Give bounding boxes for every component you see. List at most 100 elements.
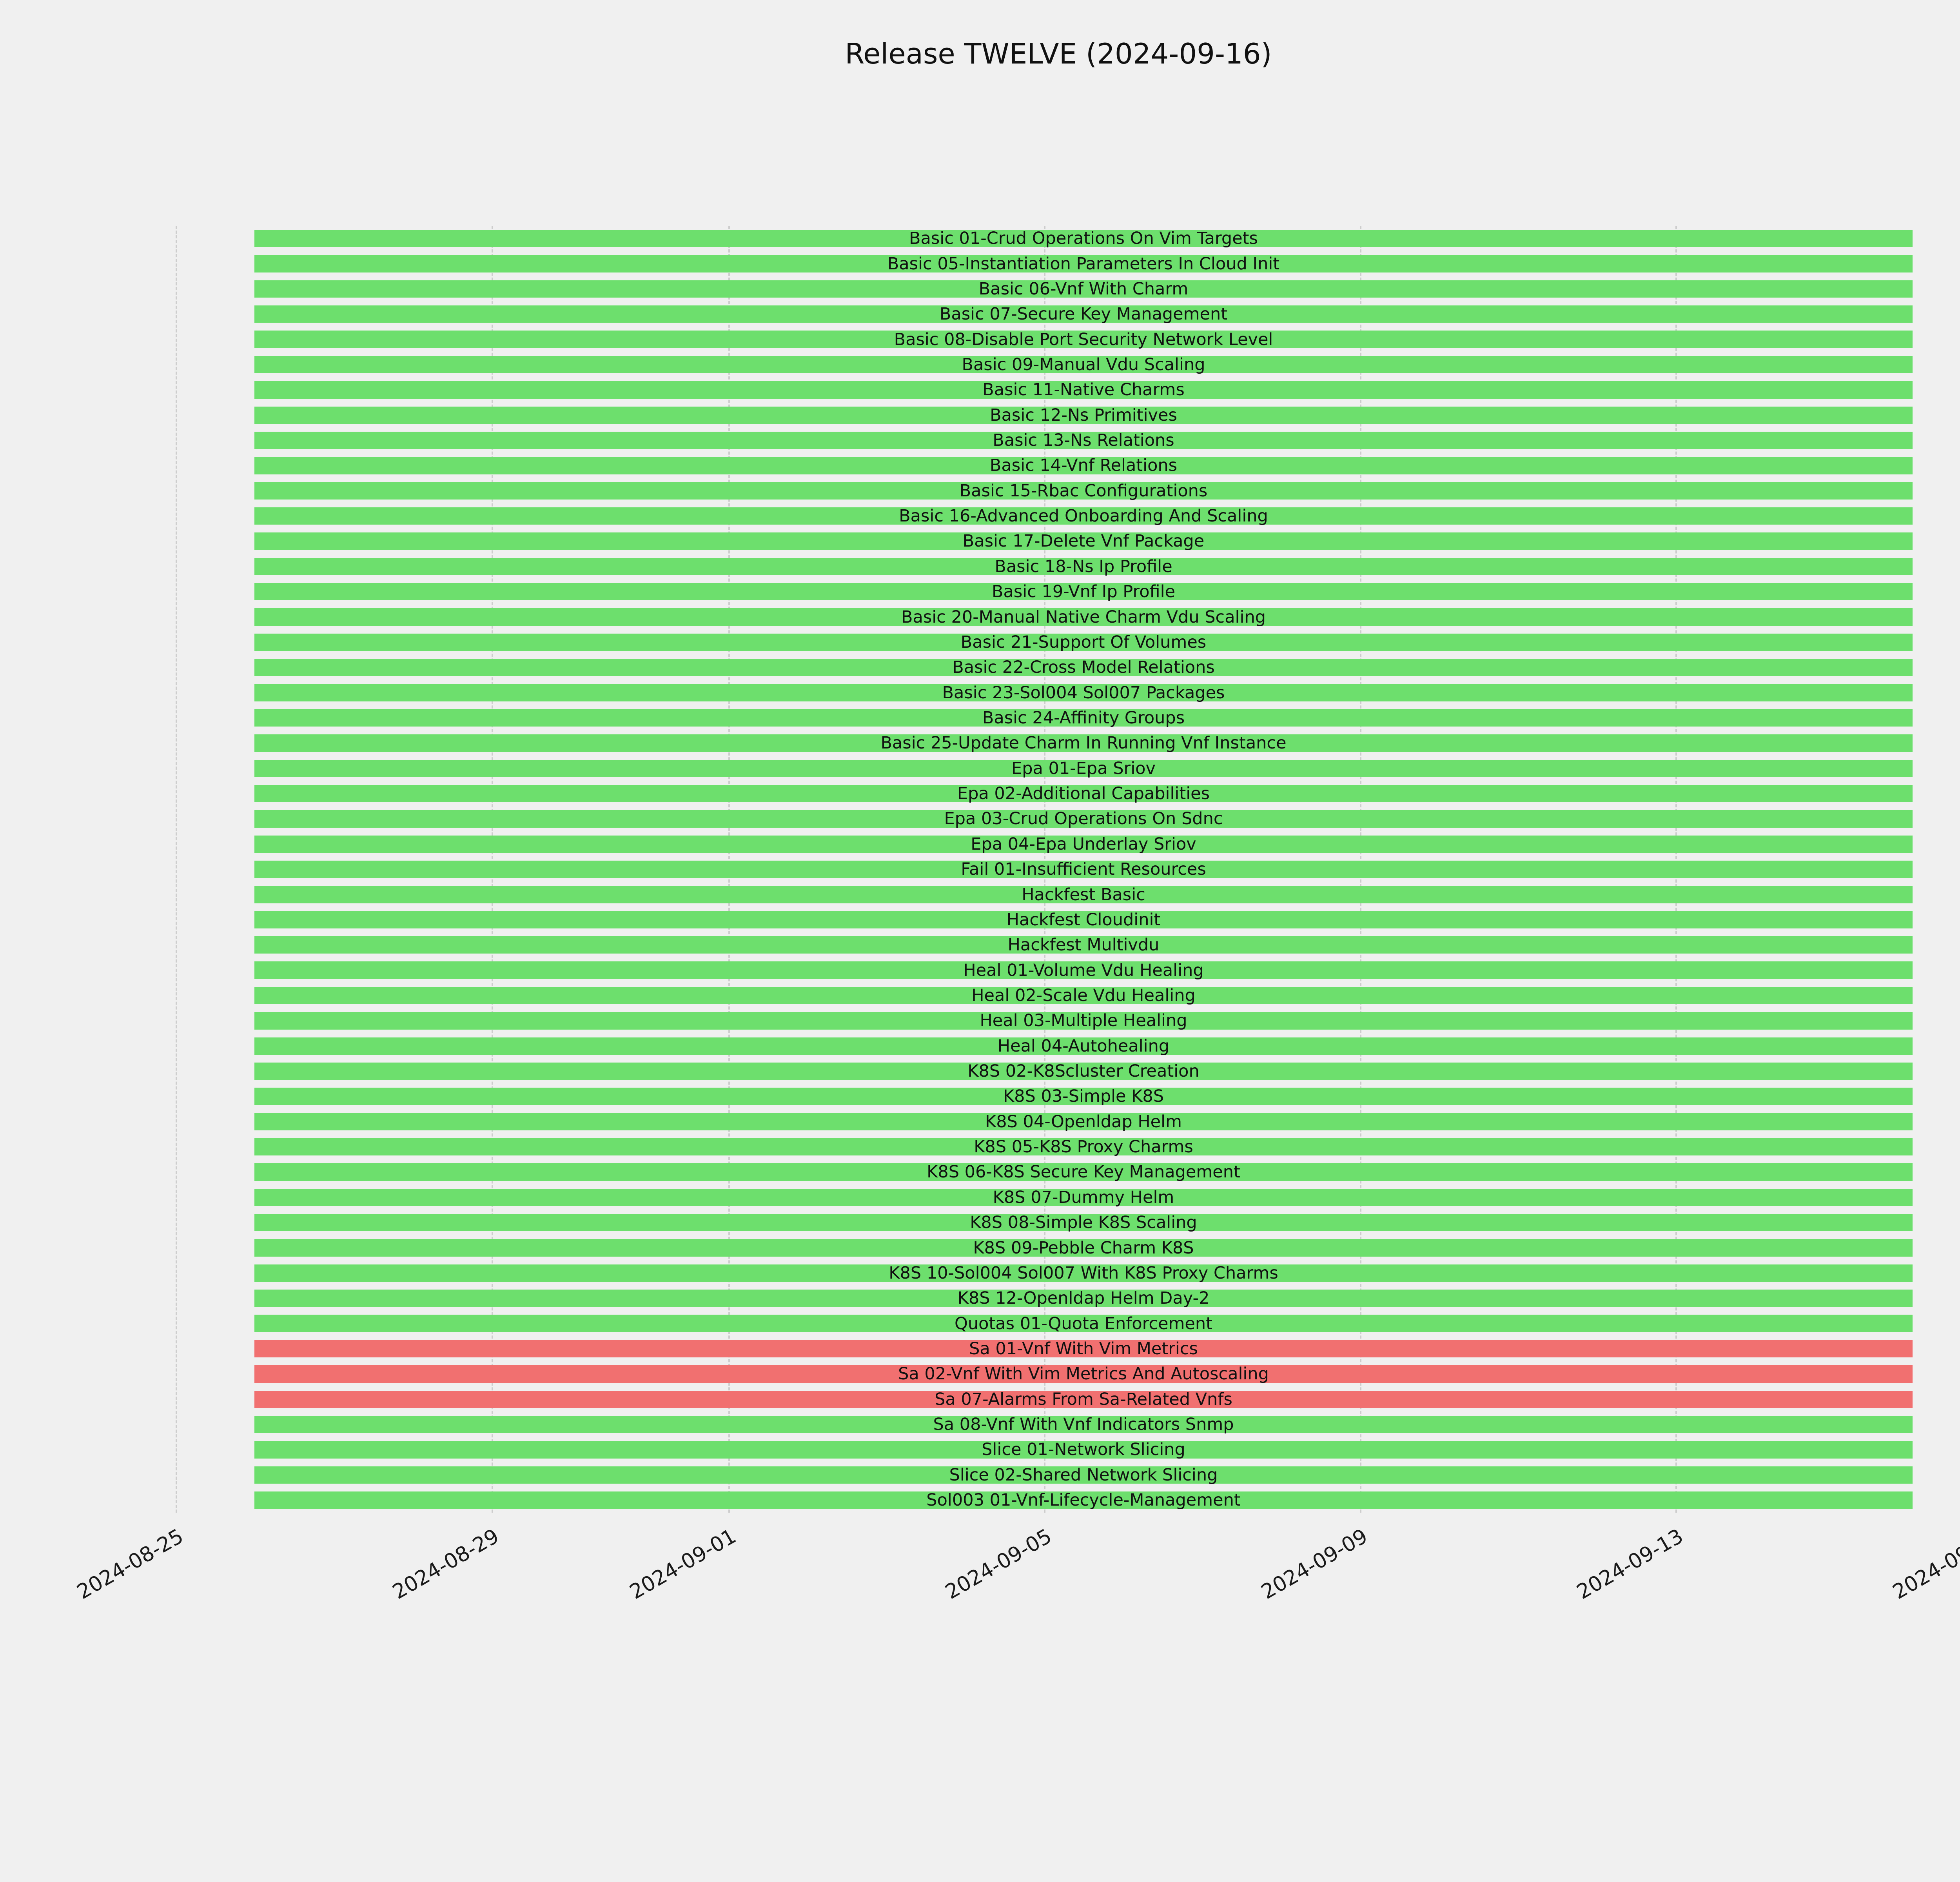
task-bar-pass bbox=[254, 482, 1913, 500]
task-bar-pass bbox=[254, 230, 1913, 247]
task-row: Sol003 01-Vnf-Lifecycle-Management bbox=[254, 1488, 1913, 1513]
task-bar-pass bbox=[254, 1113, 1913, 1130]
task-bar-pass bbox=[254, 1037, 1913, 1055]
task-label: Sa 08-Vnf With Vnf Indicators Snmp bbox=[933, 1415, 1234, 1435]
task-label: Hackfest Cloudinit bbox=[1006, 910, 1161, 930]
task-row: K8S 07-Dummy Helm bbox=[254, 1185, 1913, 1210]
task-row: Heal 02-Scale Vdu Healing bbox=[254, 983, 1913, 1008]
task-label: Sa 07-Alarms From Sa-Related Vnfs bbox=[935, 1389, 1232, 1409]
task-bar-pass bbox=[254, 1214, 1913, 1232]
task-label: K8S 06-K8S Secure Key Management bbox=[927, 1162, 1240, 1182]
task-row: Basic 21-Support Of Volumes bbox=[254, 630, 1913, 655]
task-label: K8S 04-Openldap Helm bbox=[985, 1112, 1182, 1132]
task-row: K8S 09-Pebble Charm K8S bbox=[254, 1235, 1913, 1260]
task-label: K8S 07-Dummy Helm bbox=[993, 1187, 1174, 1207]
task-bar-pass bbox=[254, 1012, 1913, 1030]
task-bar-pass bbox=[254, 608, 1913, 626]
x-tick-label: 2024-09-09 bbox=[1257, 1524, 1372, 1604]
task-row: Basic 17-Delete Vnf Package bbox=[254, 529, 1913, 554]
task-label: Basic 05-Instantiation Parameters In Clo… bbox=[887, 254, 1280, 274]
task-label: Basic 08-Disable Port Security Network L… bbox=[894, 329, 1273, 349]
task-label: Sa 01-Vnf With Vim Metrics bbox=[969, 1339, 1198, 1359]
task-row: Basic 23-Sol004 Sol007 Packages bbox=[254, 680, 1913, 705]
task-bar-pass bbox=[254, 331, 1913, 348]
task-label: Quotas 01-Quota Enforcement bbox=[955, 1313, 1212, 1333]
task-row: Hackfest Cloudinit bbox=[254, 907, 1913, 932]
task-label: Epa 03-Crud Operations On Sdnc bbox=[944, 809, 1223, 829]
task-label: Slice 02-Shared Network Slicing bbox=[949, 1465, 1218, 1485]
task-label: Basic 19-Vnf Ip Profile bbox=[991, 582, 1176, 602]
task-bar-pass bbox=[254, 1415, 1913, 1433]
task-row: K8S 10-Sol004 Sol007 With K8S Proxy Char… bbox=[254, 1261, 1913, 1286]
task-bar-pass bbox=[254, 457, 1913, 474]
task-bar-pass bbox=[254, 734, 1913, 752]
task-row: Basic 07-Secure Key Management bbox=[254, 302, 1913, 327]
task-bar-pass bbox=[254, 1163, 1913, 1181]
task-bar-pass bbox=[254, 406, 1913, 424]
task-row: K8S 06-K8S Secure Key Management bbox=[254, 1159, 1913, 1184]
task-row: Basic 22-Cross Model Relations bbox=[254, 655, 1913, 680]
task-row: K8S 12-Openldap Helm Day-2 bbox=[254, 1286, 1913, 1311]
task-label: Hackfest Basic bbox=[1022, 885, 1145, 905]
task-label: Basic 23-Sol004 Sol007 Packages bbox=[942, 683, 1225, 703]
task-label: Heal 01-Volume Vdu Healing bbox=[963, 960, 1204, 980]
task-row: Basic 01-Crud Operations On Vim Targets bbox=[254, 226, 1913, 251]
task-bar-pass bbox=[254, 1138, 1913, 1156]
task-row: Basic 15-Rbac Configurations bbox=[254, 478, 1913, 503]
task-row: Sa 08-Vnf With Vnf Indicators Snmp bbox=[254, 1412, 1913, 1437]
task-row: Basic 12-Ns Primitives bbox=[254, 403, 1913, 428]
plot-area: 2024-08-25 2024-08-29 2024-09-01 2024-09-05… bbox=[73, 226, 1960, 1604]
task-bar-pass bbox=[254, 381, 1913, 399]
task-label: Epa 04-Epa Underlay Sriov bbox=[971, 834, 1196, 854]
task-row: Basic 06-Vnf With Charm bbox=[254, 276, 1913, 302]
gridline bbox=[176, 226, 177, 1513]
task-row: Basic 18-Ns Ip Profile bbox=[254, 554, 1913, 579]
task-row: Basic 13-Ns Relations bbox=[254, 428, 1913, 453]
task-bar-pass bbox=[254, 810, 1913, 828]
task-label: Basic 20-Manual Native Charm Vdu Scaling bbox=[901, 607, 1266, 627]
task-row: Sa 07-Alarms From Sa-Related Vnfs bbox=[254, 1387, 1913, 1412]
task-bar-pass bbox=[254, 1062, 1913, 1080]
task-bar-pass bbox=[254, 431, 1913, 449]
task-bar-pass bbox=[254, 835, 1913, 853]
task-row: Hackfest Multivdu bbox=[254, 932, 1913, 957]
task-bar-pass bbox=[254, 1441, 1913, 1459]
task-row: Basic 20-Manual Native Charm Vdu Scaling bbox=[254, 604, 1913, 629]
task-row: Basic 14-Vnf Relations bbox=[254, 453, 1913, 478]
task-bar-pass bbox=[254, 558, 1913, 576]
task-row: Epa 03-Crud Operations On Sdnc bbox=[254, 806, 1913, 831]
task-row: Epa 02-Additional Capabilities bbox=[254, 781, 1913, 806]
task-label: Slice 01-Network Slicing bbox=[982, 1440, 1185, 1460]
task-bar-pass bbox=[254, 255, 1913, 272]
task-row: Basic 09-Manual Vdu Scaling bbox=[254, 352, 1913, 377]
task-label: Basic 18-Ns Ip Profile bbox=[995, 556, 1172, 576]
task-bar-pass bbox=[254, 1290, 1913, 1307]
task-label: K8S 02-K8Scluster Creation bbox=[967, 1061, 1200, 1081]
task-label: K8S 09-Pebble Charm K8S bbox=[973, 1238, 1194, 1258]
task-bar-pass bbox=[254, 532, 1913, 550]
task-bar-pass bbox=[254, 659, 1913, 676]
task-label: Basic 21-Support Of Volumes bbox=[960, 632, 1207, 652]
task-bar-pass bbox=[254, 911, 1913, 929]
task-bar-pass bbox=[254, 305, 1913, 323]
task-bar-pass bbox=[254, 1239, 1913, 1257]
task-label: Sol003 01-Vnf-Lifecycle-Management bbox=[926, 1490, 1241, 1510]
x-tick-label: 2024-09-01 bbox=[626, 1524, 740, 1604]
task-row: Slice 02-Shared Network Slicing bbox=[254, 1462, 1913, 1488]
task-label: Epa 01-Epa Sriov bbox=[1011, 758, 1156, 778]
task-label: Basic 17-Delete Vnf Package bbox=[962, 531, 1205, 551]
task-label: Basic 11-Native Charms bbox=[982, 380, 1185, 400]
task-label: K8S 08-Simple K8S Scaling bbox=[970, 1213, 1197, 1233]
task-label: Basic 06-Vnf With Charm bbox=[978, 279, 1189, 299]
task-bar-pass bbox=[254, 1466, 1913, 1484]
x-tick-label: 2024-09-17 bbox=[1889, 1524, 1960, 1604]
task-label: Basic 12-Ns Primitives bbox=[990, 405, 1177, 425]
x-tick-label: 2024-08-25 bbox=[73, 1524, 187, 1604]
task-label: Epa 02-Additional Capabilities bbox=[957, 784, 1210, 804]
task-row: Slice 01-Network Slicing bbox=[254, 1437, 1913, 1462]
task-row: Heal 03-Multiple Healing bbox=[254, 1008, 1913, 1033]
task-bar-pass bbox=[254, 759, 1913, 777]
task-label: K8S 05-K8S Proxy Charms bbox=[974, 1137, 1193, 1157]
task-row: Epa 04-Epa Underlay Sriov bbox=[254, 832, 1913, 857]
